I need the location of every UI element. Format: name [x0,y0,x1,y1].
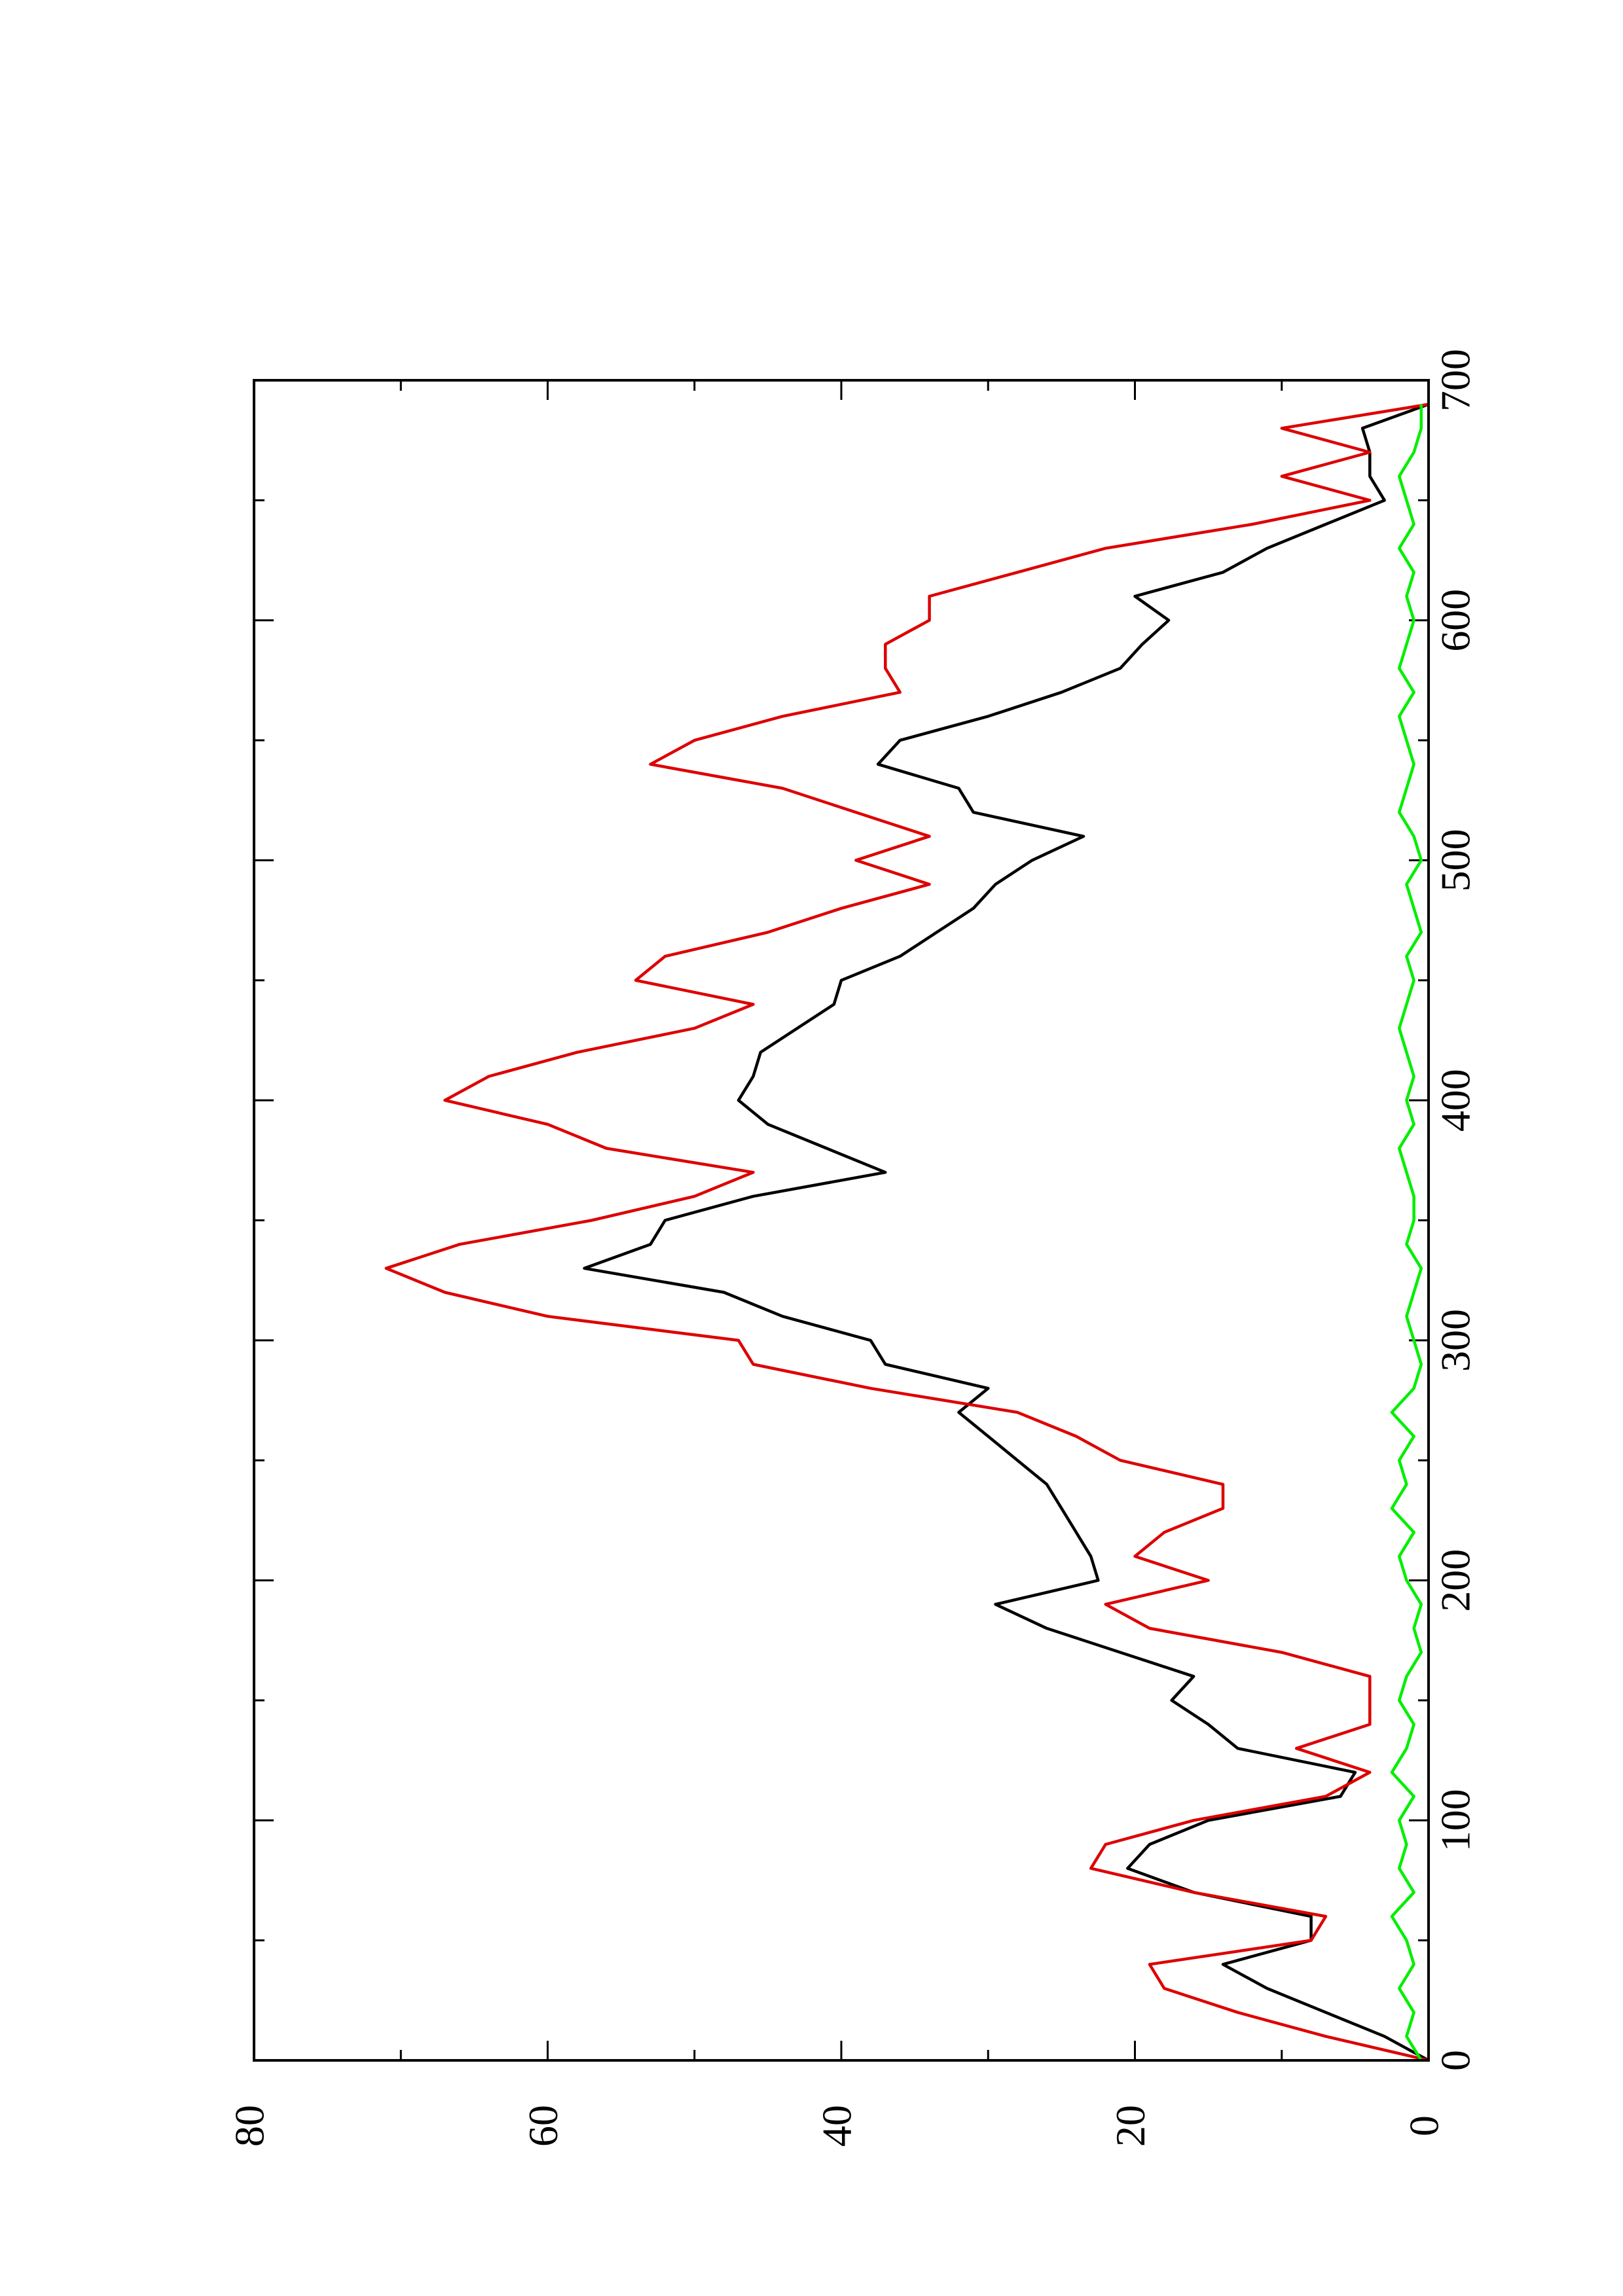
series-line [583,403,1430,2062]
y-tick-label: 80 [227,2105,273,2147]
x-tick-label: 500 [1432,829,1479,891]
series-line [1390,404,1423,2062]
x-tick-label: 0 [1432,2050,1479,2071]
plot-frame [253,379,1430,2062]
x-tick-label: 400 [1432,1069,1479,1132]
y-tick-label: 20 [1107,2105,1154,2147]
y-tick-label: 60 [520,2105,566,2147]
y-tick-label: 40 [814,2105,860,2147]
x-tick-label: 200 [1432,1549,1479,1612]
x-tick-label: 300 [1432,1309,1479,1372]
x-tick-label: 100 [1432,1789,1479,1852]
x-tick-label: 700 [1432,349,1479,412]
y-tick-label: 0 [1401,2115,1448,2136]
x-tick-label: 600 [1432,589,1479,652]
series-line [384,403,1429,2062]
